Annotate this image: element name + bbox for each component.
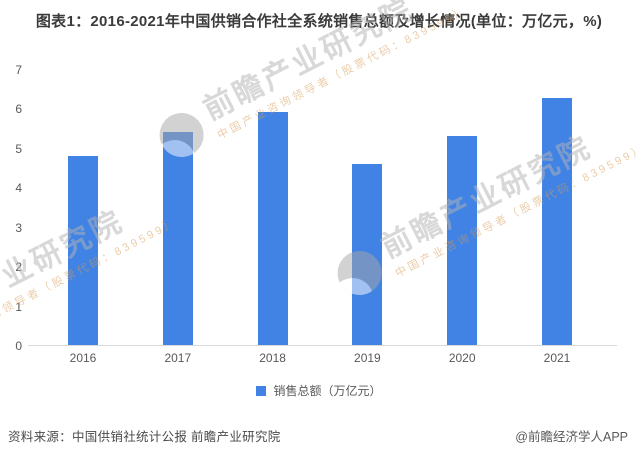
y-axis-tick-label: 2: [15, 260, 22, 275]
y-axis-tick-label: 0: [15, 339, 22, 353]
y-axis-tick-label: 3: [15, 220, 22, 235]
bar-2021: [542, 98, 572, 345]
bar-2018: [257, 112, 288, 345]
x-axis-tick-label: 2016: [69, 351, 97, 365]
x-axis-tick-label: 2021: [543, 351, 571, 365]
legend-swatch: [256, 385, 267, 396]
y-axis-tick-label: 4: [15, 181, 22, 196]
x-axis-tick-label: 2018: [259, 351, 286, 365]
bar-2020: [447, 136, 478, 345]
bar-2017: [162, 132, 193, 345]
chart-title: 图表1：2016-2021年中国供销合作社全系统销售总额及增长情况(单位：万亿元…: [35, 13, 603, 30]
x-axis-tick-label: 2017: [164, 351, 192, 365]
y-axis-tick-label: 6: [15, 102, 22, 117]
legend-label: 销售总额（万亿元）: [273, 384, 382, 398]
footer: 资料来源：中国供销社统计公报 前瞻产业研究院 @前瞻经济学人APP: [8, 426, 628, 445]
credit-note: @前瞻经济学人APP: [515, 430, 628, 444]
x-axis-tick-label: 2019: [354, 351, 381, 365]
bar-2019: [352, 163, 383, 345]
x-axis-tick-label: 2020: [448, 351, 476, 365]
y-axis-tick-label: 1: [15, 299, 22, 314]
y-axis-tick-label: 5: [15, 141, 22, 156]
plot-area: [28, 70, 617, 346]
bar-2016: [68, 155, 98, 345]
y-axis-tick-label: 7: [15, 63, 22, 77]
source-note: 资料来源：中国供销社统计公报 前瞻产业研究院: [8, 430, 281, 444]
legend: 销售总额（万亿元）: [0, 382, 638, 399]
